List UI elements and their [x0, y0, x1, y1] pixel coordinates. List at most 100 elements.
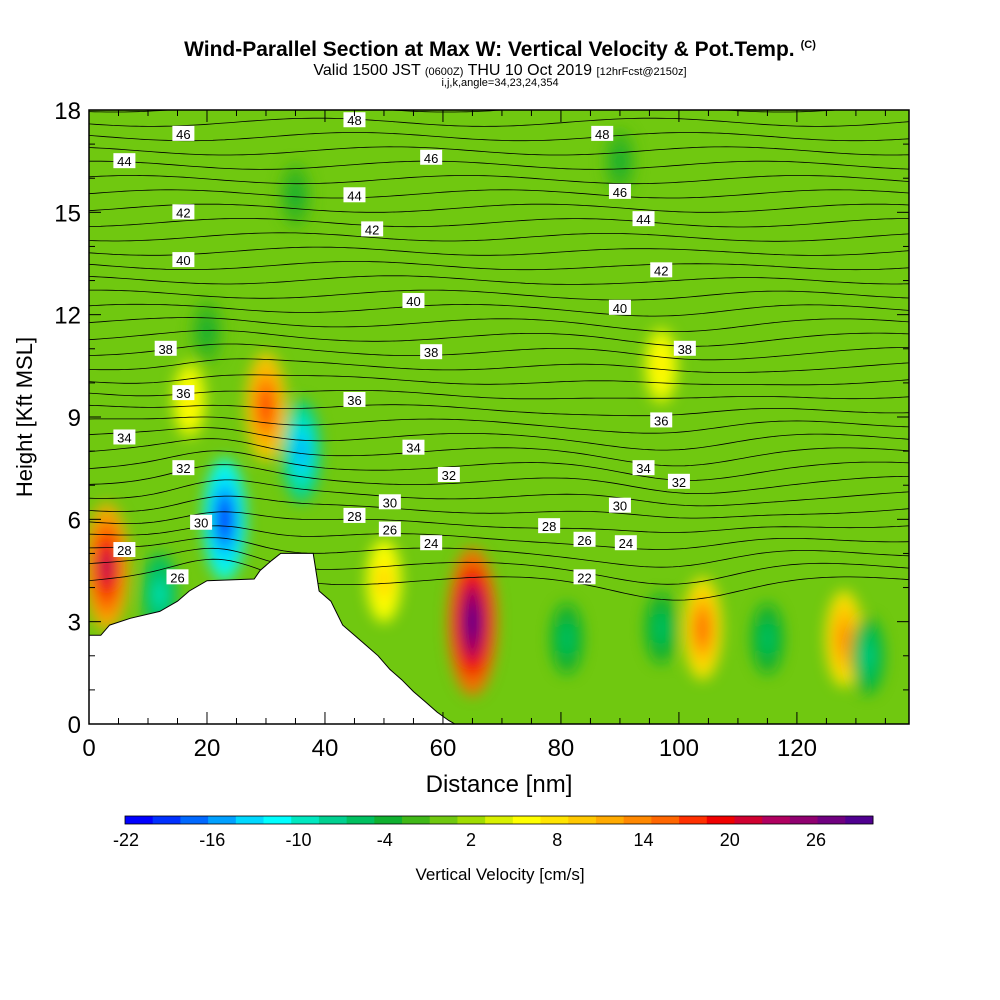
velocity-center — [839, 626, 849, 651]
theta-label: 22 — [573, 569, 596, 585]
theta-label-box — [667, 473, 690, 489]
colorbar-tick-label: -10 — [285, 830, 311, 850]
theta-label: 28 — [343, 507, 366, 524]
potential-temperature-contours — [89, 110, 909, 601]
colorbar-tick-label: 20 — [720, 830, 740, 850]
theta-label-text: 44 — [347, 188, 361, 203]
theta-contour — [89, 558, 909, 601]
theta-contour — [89, 438, 909, 467]
colorbar: -22 -16 -10 -4 2 8 14 20 26 — [113, 815, 874, 850]
copyright-mark: (C) — [800, 39, 816, 51]
colorbar-swatch — [595, 816, 625, 824]
theta-label-text: 46 — [176, 127, 190, 142]
theta-label-text: 38 — [158, 342, 172, 357]
x-tick-label: 20 — [194, 735, 221, 762]
theta-label-box — [166, 569, 189, 585]
theta-label-box — [172, 385, 195, 401]
colorbar-swatch — [208, 816, 237, 824]
theta-contour — [89, 547, 909, 585]
colorbar-swatch — [512, 816, 542, 824]
theta-contour — [89, 189, 909, 199]
colorbar-swatch — [346, 816, 375, 824]
theta-contour — [89, 450, 909, 481]
velocity-center — [657, 619, 666, 638]
colorbar-swatch — [457, 816, 486, 824]
colorbar-swatch — [374, 816, 403, 824]
colorbar-tick-label: 14 — [633, 830, 653, 850]
theta-label-text: 42 — [365, 222, 379, 237]
theta-label: 28 — [538, 518, 561, 534]
theta-label: 40 — [402, 293, 425, 309]
y-tick-label: 18 — [54, 98, 81, 125]
theta-label-box — [378, 521, 401, 537]
theta-label-text: 26 — [170, 570, 184, 585]
theta-label-text: 24 — [424, 536, 438, 551]
theta-contour — [89, 358, 909, 373]
theta-label-text: 30 — [613, 499, 627, 514]
theta-label-box — [608, 299, 631, 315]
theta-label: 30 — [378, 494, 401, 510]
theta-label: 24 — [420, 535, 443, 551]
theta-label-text: 36 — [654, 413, 668, 428]
contour-labels: 48 48 46 46 46 44 44 44 42 42 42 40 40 40 38 38 38 36 36 36… — [113, 112, 696, 585]
theta-label-box — [172, 125, 195, 141]
theta-label-text: 44 — [636, 212, 650, 227]
valid-utc: (0600Z) — [424, 66, 464, 78]
theta-label-text: 48 — [595, 127, 609, 142]
theta-label-text: 30 — [194, 516, 208, 531]
theta-contour — [89, 275, 909, 285]
theta-label-box — [632, 211, 655, 227]
x-tick-label: 120 — [777, 735, 817, 762]
colorbar-swatch — [817, 816, 846, 824]
theta-label-text: 34 — [117, 430, 131, 445]
theta-contour — [89, 495, 909, 519]
theta-label: 28 — [113, 542, 136, 558]
theta-label: 44 — [632, 211, 655, 227]
theta-label-text: 44 — [117, 154, 131, 169]
theta-label-box — [608, 183, 631, 199]
theta-label: 24 — [614, 535, 637, 551]
theta-label-box — [172, 204, 195, 220]
theta-label-text: 26 — [577, 533, 591, 548]
y-axis-label: Height [Kft MSL] — [12, 337, 37, 497]
theta-contour — [89, 343, 909, 361]
theta-contour — [89, 232, 909, 242]
x-tick-label: 40 — [312, 735, 339, 762]
theta-contour — [89, 404, 909, 417]
theta-label-text: 32 — [442, 468, 456, 483]
velocity-center — [616, 153, 624, 170]
theta-contour — [89, 303, 909, 317]
theta-label: 26 — [166, 569, 189, 585]
theta-label-box — [650, 262, 673, 278]
theta-contour — [89, 132, 909, 142]
velocity-center — [763, 629, 772, 648]
theta-label: 26 — [573, 531, 596, 548]
theta-contour — [89, 175, 909, 185]
velocity-center — [203, 323, 211, 340]
forecast-info: [12hrFcst@2150z] — [596, 66, 687, 78]
x-axis-label: Distance [nm] — [426, 771, 573, 798]
theta-contour — [89, 218, 909, 228]
theta-label-text: 32 — [176, 461, 190, 476]
theta-label-box — [113, 153, 136, 169]
chart-subtitle: Valid 1500 JST (0600Z) THU 10 Oct 2019 [… — [0, 62, 1000, 80]
theta-label: 32 — [437, 466, 460, 483]
terrain — [88, 552, 457, 725]
theta-label: 40 — [608, 299, 631, 316]
colorbar-label: Vertical Velocity [cm/s] — [415, 865, 584, 884]
velocity-center — [219, 504, 231, 535]
x-tick-label: 60 — [430, 735, 457, 762]
theta-label-text: 46 — [424, 151, 438, 166]
theta-label-box — [614, 535, 637, 551]
theta-label: 44 — [343, 187, 366, 203]
colorbar-swatch — [291, 816, 320, 824]
theta-label-box — [113, 542, 136, 558]
theta-label: 30 — [608, 497, 631, 514]
velocity-center — [260, 393, 272, 421]
theta-label: 32 — [172, 460, 195, 476]
theta-label-box — [632, 460, 655, 476]
theta-label: 46 — [172, 125, 195, 142]
colorbar-swatch — [845, 816, 874, 824]
